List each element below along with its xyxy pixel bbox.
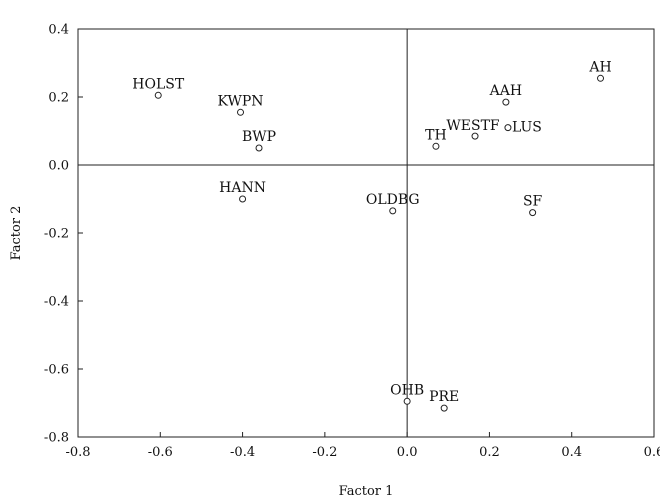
x-tick-label: 0.0 (397, 445, 418, 460)
x-tick-label: -0.6 (148, 445, 173, 460)
point-label-ah: AH (588, 59, 611, 75)
data-point-th (432, 142, 440, 150)
point-label-aah: AAH (489, 83, 522, 99)
data-point-kwpn (237, 108, 245, 116)
point-label-ohb: OHB (390, 382, 424, 398)
y-tick-label: -0.4 (44, 295, 69, 310)
data-point-bwp (255, 144, 263, 152)
x-tick-label: 0.2 (479, 445, 500, 460)
x-tick-label: -0.2 (312, 445, 337, 460)
point-label-sf: SF (523, 194, 543, 210)
point-label-westf: WESTF (446, 118, 500, 134)
data-point-westf (471, 132, 479, 140)
data-point-sf (529, 209, 537, 217)
data-point-ah (597, 74, 605, 82)
y-axis-ticks: 0.4 0.2 0.0 -0.2 -0.4 -0.6 -0.8 (44, 23, 83, 446)
point-label-hann: HANN (219, 180, 266, 196)
point-label-lus: LUS (512, 120, 542, 136)
point-label-oldbg: OLDBG (366, 192, 420, 208)
y-tick-label: -0.6 (44, 363, 69, 378)
data-point-aah (502, 98, 510, 106)
point-label-kwpn: KWPN (217, 93, 263, 109)
point-label-pre: PRE (429, 389, 459, 405)
x-tick-label: 0.4 (561, 445, 582, 460)
y-tick-label: -0.2 (44, 227, 69, 242)
x-tick-label: 0.6 (644, 445, 660, 460)
y-tick-label: -0.8 (44, 431, 69, 446)
point-label-bwp: BWP (242, 129, 276, 145)
x-tick-label: -0.4 (230, 445, 255, 460)
x-axis-title: Factor 1 (339, 484, 394, 499)
data-point-hann (239, 195, 247, 203)
data-point-ohb (403, 397, 411, 405)
y-tick-label: 0.0 (48, 159, 69, 174)
x-tick-label: -0.8 (65, 445, 90, 460)
x-axis-ticks: -0.8 -0.6 -0.4 -0.2 0.0 0.2 0.4 0.6 (65, 432, 660, 460)
y-tick-label: 0.4 (48, 23, 69, 38)
data-point-lus (504, 124, 512, 132)
y-tick-label: 0.2 (48, 91, 69, 106)
y-axis-title: Factor 2 (9, 206, 24, 261)
point-label-th: TH (425, 127, 447, 143)
data-point-pre (440, 404, 448, 412)
data-point-holst (154, 91, 162, 99)
data-point-oldbg (389, 207, 397, 215)
point-label-holst: HOLST (132, 76, 185, 92)
